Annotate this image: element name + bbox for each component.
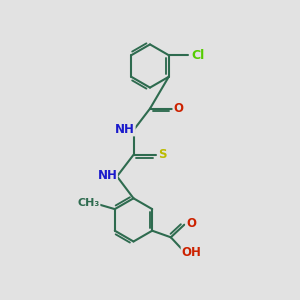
Text: NH: NH [115,123,135,136]
Text: O: O [173,102,183,115]
Text: NH: NH [98,169,117,182]
Text: S: S [158,148,166,161]
Text: O: O [186,217,196,230]
Text: OH: OH [181,246,201,259]
Text: Cl: Cl [191,49,204,62]
Text: CH₃: CH₃ [78,197,100,208]
